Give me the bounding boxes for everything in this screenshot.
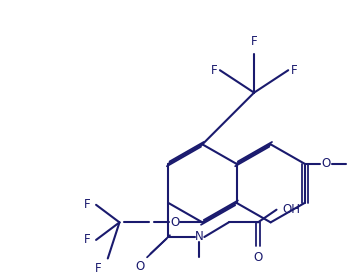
- Text: F: F: [95, 262, 102, 275]
- Text: F: F: [84, 234, 90, 247]
- Text: OH: OH: [282, 203, 300, 216]
- Text: O: O: [136, 260, 145, 273]
- Text: F: F: [210, 64, 217, 77]
- Text: O: O: [321, 157, 331, 170]
- Text: F: F: [84, 198, 90, 211]
- Text: O: O: [171, 216, 180, 229]
- Text: N: N: [195, 230, 204, 243]
- Text: O: O: [253, 251, 263, 264]
- Text: F: F: [291, 64, 298, 77]
- Text: F: F: [251, 35, 257, 48]
